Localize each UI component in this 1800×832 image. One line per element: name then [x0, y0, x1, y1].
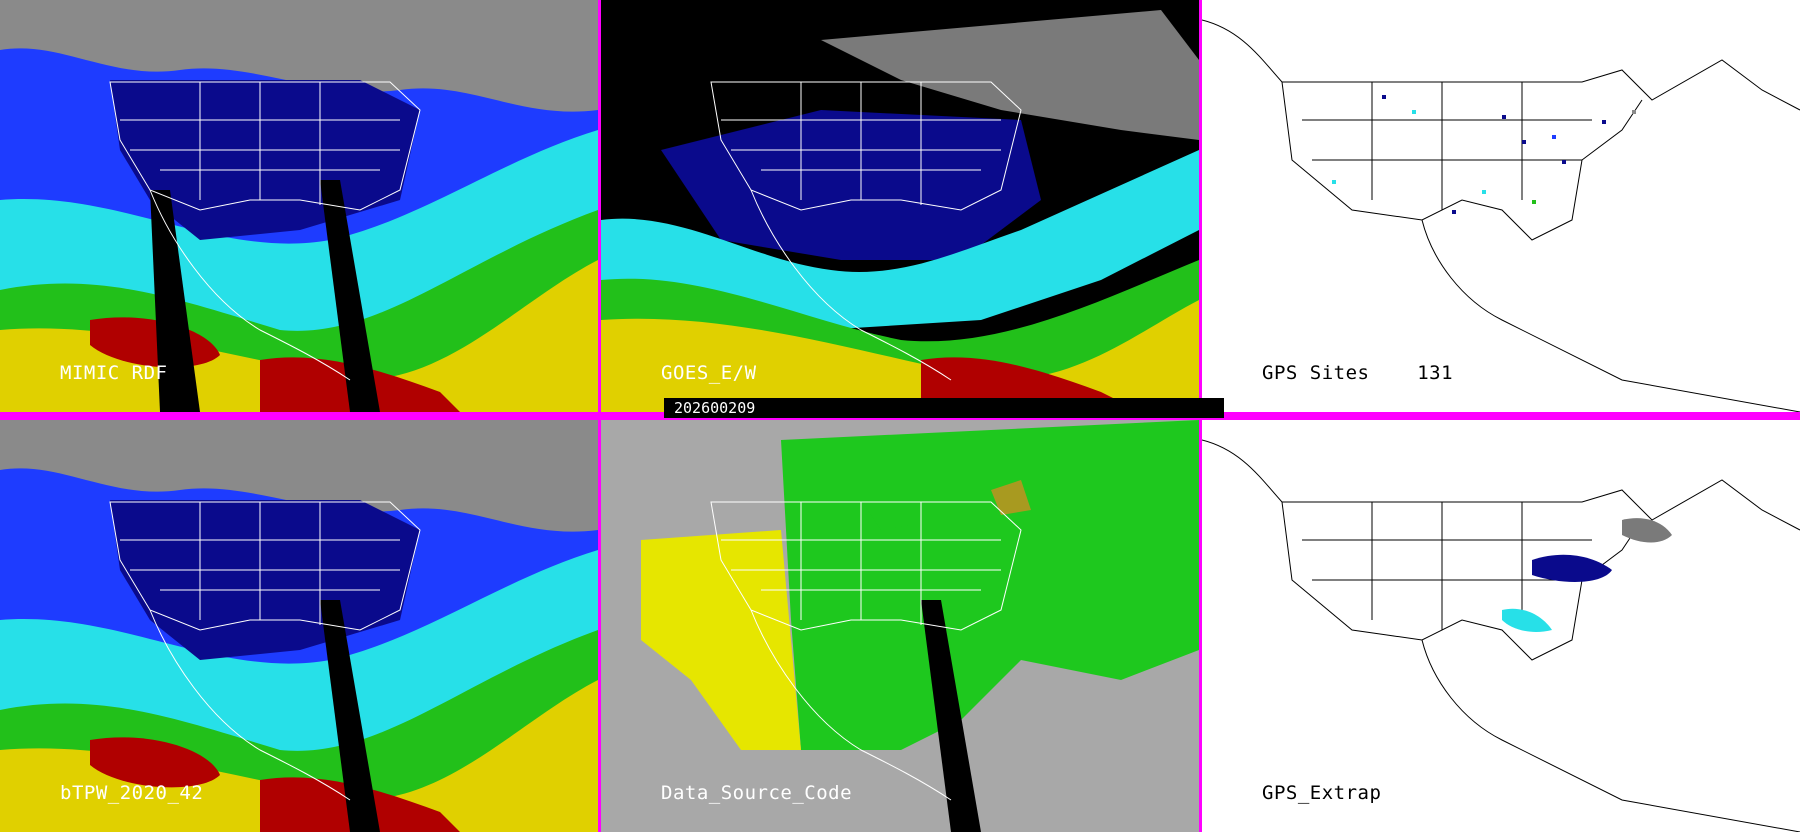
- panel-label: bTPW_2020_42: [60, 782, 204, 804]
- gps-extrap-panel: GPS_Extrap: [1202, 420, 1800, 832]
- gps-site-markers: [1332, 95, 1636, 214]
- panel-label: GOES_E/W: [661, 362, 757, 384]
- gps-extrap-blob-northeast: [1622, 518, 1672, 543]
- panel-label: MIMIC RDF: [60, 362, 168, 384]
- gps-extrap-blob-ohio: [1532, 554, 1612, 582]
- goes-ew-map: [601, 0, 1199, 412]
- timestamp: 202600209: [674, 399, 756, 417]
- panel-label: Data_Source_Code: [661, 782, 853, 804]
- data-source-code-map: [601, 420, 1199, 832]
- timestamp-bar: 202600209: [664, 398, 1224, 418]
- gps-sites-map: [1202, 0, 1800, 412]
- btpw-panel: bTPW_2020_42: [0, 420, 598, 832]
- mimic-rdf-map: [0, 0, 598, 412]
- gps-extrap-map: [1202, 420, 1800, 832]
- panel-label: GPS_Extrap: [1262, 782, 1382, 804]
- btpw-map: [0, 420, 598, 832]
- mimic-rdf-panel: MIMIC RDF: [0, 0, 598, 412]
- gps-sites-panel: GPS Sites 131: [1202, 0, 1800, 412]
- goes-ew-panel: GOES_E/W: [601, 0, 1199, 412]
- gps-extrap-blob-gulf: [1502, 608, 1552, 632]
- panel-label: GPS Sites 131: [1262, 362, 1454, 384]
- data-source-code-panel: Data_Source_Code: [601, 420, 1199, 832]
